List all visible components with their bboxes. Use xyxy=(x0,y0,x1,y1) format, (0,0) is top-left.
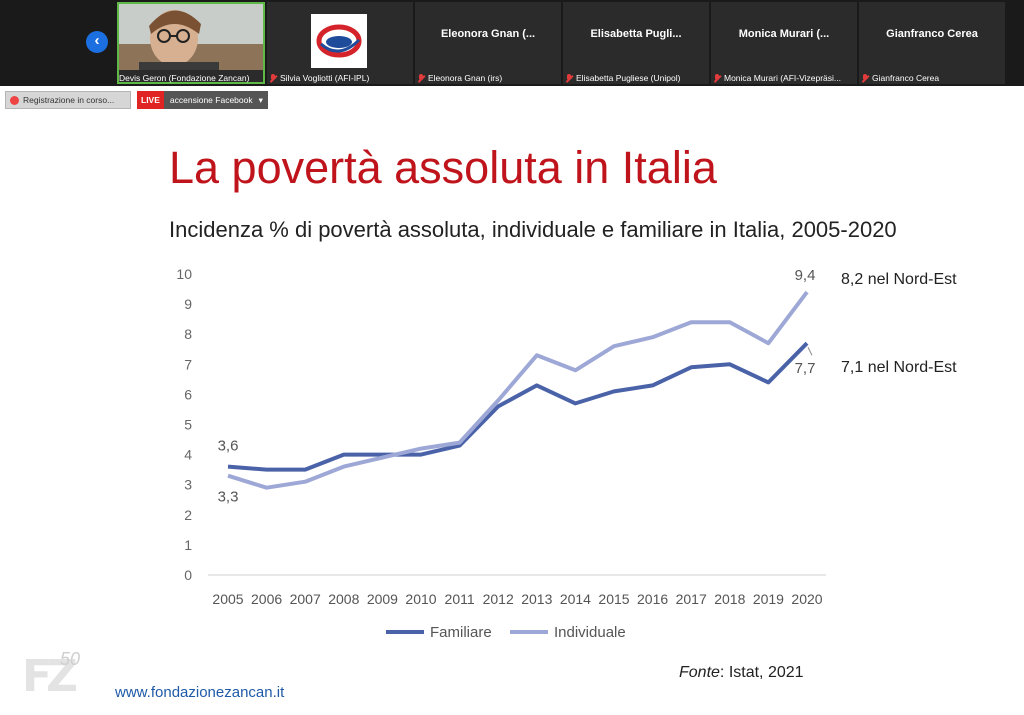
y-tick-label: 7 xyxy=(184,356,192,372)
y-tick-label: 8 xyxy=(184,326,192,342)
mic-muted-icon xyxy=(713,73,721,83)
recording-indicator[interactable]: Registrazione in corso... xyxy=(5,91,131,109)
x-tick-label: 2018 xyxy=(714,591,745,607)
source-note: Fonte: Istat, 2021 xyxy=(679,664,804,681)
participant-tile-gianfranco[interactable]: Gianfranco Cerea Gianfranco Cerea xyxy=(859,2,1005,84)
participant-tile-elisabetta[interactable]: Elisabetta Pugli... Elisabetta Pugliese … xyxy=(563,2,709,84)
participant-caption: Gianfranco Cerea xyxy=(861,73,939,83)
x-tick-label: 2014 xyxy=(560,591,591,607)
x-tick-label: 2013 xyxy=(521,591,552,607)
leader-line xyxy=(807,347,813,356)
data-label-familiare-end: 7,7 xyxy=(795,360,816,377)
x-tick-label: 2019 xyxy=(753,591,784,607)
participant-tile-devis[interactable]: Devis Geron (Fondazione Zancan) xyxy=(117,2,265,84)
legend-label-individuale: Individuale xyxy=(554,624,626,641)
poverty-line-chart: 0 1 2 3 4 5 6 7 8 9 10 2005 2006 2007 2008 2009 2010 2011… xyxy=(176,266,957,641)
participant-tile-eleonora[interactable]: Eleonora Gnan (... Eleonora Gnan (irs) xyxy=(415,2,561,84)
x-tick-label: 2009 xyxy=(367,591,398,607)
x-tick-label: 2008 xyxy=(328,591,359,607)
x-tick-label: 2006 xyxy=(251,591,282,607)
x-tick-label: 2007 xyxy=(290,591,321,607)
participant-caption: Monica Murari (AFI-Vizepräsi... xyxy=(713,73,841,83)
participants-bar: ‹ Devis Geron (Fondazione Zancan) Silvia… xyxy=(0,0,1024,86)
participant-caption: Silvia Vogliotti (AFI-IPL) xyxy=(269,73,369,83)
series-line-individuale xyxy=(227,290,809,490)
website-link[interactable]: www.fondazionezancan.it xyxy=(115,684,285,701)
chevron-down-icon: ▾ xyxy=(258,94,263,105)
y-tick-label: 6 xyxy=(184,386,192,402)
participant-caption: Elisabetta Pugliese (Unipol) xyxy=(565,73,680,83)
x-tick-label: 2020 xyxy=(791,591,822,607)
recording-label: Registrazione in corso... xyxy=(23,95,115,105)
participant-name: Gianfranco Cerea xyxy=(886,28,978,40)
x-tick-label: 2012 xyxy=(483,591,514,607)
y-tick-label: 9 xyxy=(184,296,192,312)
y-tick-label: 2 xyxy=(184,507,192,523)
shared-slide: Registrazione in corso... LIVE accension… xyxy=(0,86,1024,715)
y-tick-label: 10 xyxy=(176,266,192,282)
chart-subtitle: Incidenza % di povertà assoluta, individ… xyxy=(169,217,897,242)
x-tick-label: 2017 xyxy=(676,591,707,607)
slide-title: La povertà assoluta in Italia xyxy=(169,142,717,193)
series-line-familiare xyxy=(227,341,809,472)
data-label-individuale-end: 9,4 xyxy=(795,267,816,284)
mic-muted-icon xyxy=(269,73,277,83)
participant-caption: Eleonora Gnan (irs) xyxy=(417,73,502,83)
mic-muted-icon xyxy=(417,73,425,83)
participant-name: Monica Murari (... xyxy=(738,28,830,40)
chevron-left-icon[interactable]: ‹ xyxy=(86,31,108,53)
participant-video xyxy=(119,4,263,70)
x-tick-label: 2015 xyxy=(598,591,629,607)
fz-logo: FZ xyxy=(22,651,78,702)
y-tick-label: 3 xyxy=(184,477,192,493)
y-tick-label: 4 xyxy=(184,447,192,463)
y-tick-label: 5 xyxy=(184,417,192,433)
data-label-familiare-start: 3,6 xyxy=(218,438,239,455)
annotation-individuale-nord-est: 8,2 nel Nord-Est xyxy=(841,271,957,288)
legend-label-familiare: Familiare xyxy=(430,624,492,641)
participant-name: Eleonora Gnan (... xyxy=(440,28,536,40)
participant-caption: Devis Geron (Fondazione Zancan) xyxy=(119,73,250,83)
live-badge: LIVE xyxy=(137,91,164,109)
x-tick-label: 2016 xyxy=(637,591,668,607)
mic-muted-icon xyxy=(861,73,869,83)
participant-logo xyxy=(311,14,367,68)
fz-logo-50: 50 xyxy=(60,649,81,669)
annotation-familiare-nord-est: 7,1 nel Nord-Est xyxy=(841,359,957,376)
record-icon xyxy=(10,95,19,105)
participant-tile-monica[interactable]: Monica Murari (... Monica Murari (AFI-Vi… xyxy=(711,2,857,84)
y-tick-label: 1 xyxy=(184,537,192,553)
x-tick-label: 2005 xyxy=(212,591,243,607)
participant-name: Elisabetta Pugli... xyxy=(590,28,682,40)
data-label-individuale-start: 3,3 xyxy=(218,489,239,506)
x-tick-label: 2010 xyxy=(405,591,436,607)
mic-muted-icon xyxy=(565,73,573,83)
live-label: accensione Facebook xyxy=(169,95,253,105)
y-tick-label: 0 xyxy=(184,567,192,583)
x-tick-label: 2011 xyxy=(445,591,475,607)
live-stream-button[interactable]: LIVE accensione Facebook ▾ xyxy=(137,91,268,109)
